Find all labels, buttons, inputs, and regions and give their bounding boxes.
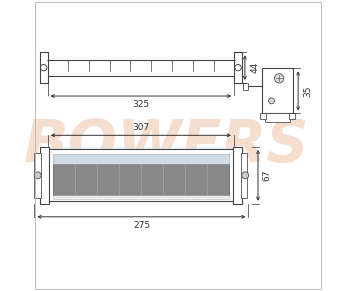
Bar [40, 52, 48, 83]
Text: 307: 307 [132, 123, 149, 132]
Circle shape [235, 65, 241, 71]
Text: BOWERS: BOWERS [24, 117, 309, 174]
Bar [265, 113, 290, 122]
Circle shape [41, 65, 47, 71]
Bar [47, 60, 235, 76]
Bar [262, 68, 293, 113]
Circle shape [34, 172, 41, 179]
Bar [289, 113, 295, 119]
Bar [48, 149, 234, 201]
Bar [53, 195, 229, 198]
Text: 325: 325 [132, 100, 149, 109]
Text: 44: 44 [251, 62, 260, 73]
Circle shape [269, 98, 274, 104]
Bar [233, 147, 242, 204]
Text: 67: 67 [263, 170, 272, 181]
Text: 275: 275 [133, 221, 150, 230]
Circle shape [242, 172, 249, 179]
Bar [40, 147, 49, 204]
Bar [260, 113, 266, 119]
Bar [34, 152, 41, 198]
Bar [234, 52, 242, 83]
Circle shape [274, 74, 284, 83]
Bar [48, 147, 233, 189]
Text: 35: 35 [304, 85, 312, 97]
Bar [53, 164, 229, 195]
Bar [241, 152, 247, 198]
Bar [53, 154, 229, 164]
Bar [243, 83, 248, 90]
